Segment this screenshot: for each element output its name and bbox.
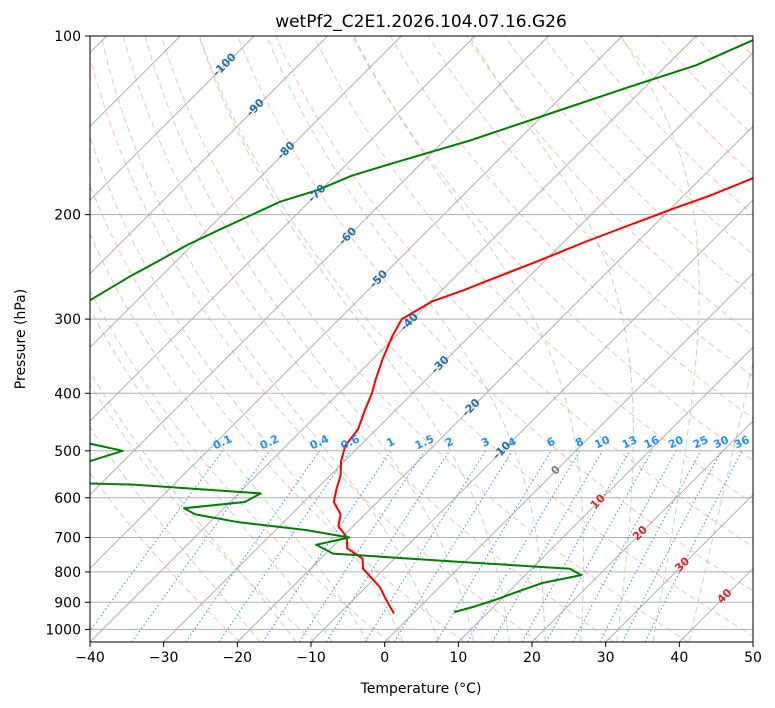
- y-tick-label: 300: [54, 312, 81, 328]
- mixing-ratio-line: [545, 450, 653, 642]
- isotherm-line: [90, 36, 697, 642]
- moist-adiabat: [198, 36, 510, 642]
- dry-adiabat: [427, 36, 753, 378]
- isotherm-line: [384, 273, 753, 642]
- y-tick-label: 700: [54, 531, 81, 547]
- dry-adiabat: [351, 36, 753, 462]
- mixing-ratio-line: [262, 450, 392, 642]
- chart-title: wetPf2_C2E1.2026.104.07.16.G26: [275, 12, 567, 32]
- mixing-ratio-line: [572, 450, 677, 642]
- dry-adiabat: [237, 36, 753, 592]
- dry-adiabat: [160, 36, 689, 642]
- y-tick-label: 100: [54, 29, 81, 45]
- mixing-ratio-line: [131, 450, 271, 642]
- axes-layer: −40 −30 −20 −10 0 10 20 30 40 50 100 200 300 400 500 60…: [45, 29, 762, 666]
- dry-adiabat: [275, 36, 753, 548]
- dry-adiabat: [389, 36, 753, 419]
- isotherm-line: [90, 36, 255, 201]
- mixing-ratio-label: 16: [642, 433, 662, 451]
- isotherm-line: [90, 36, 328, 275]
- moist-adiabat: [266, 36, 546, 642]
- moist-adiabat: [620, 36, 700, 642]
- dry-adiabat: [122, 36, 614, 642]
- moist-adiabat: [144, 36, 475, 642]
- mixing-ratio-line: [185, 450, 321, 642]
- moist-adiabat: [90, 135, 404, 642]
- x-tick-label: −30: [149, 650, 179, 666]
- mixing-ratio-line: [325, 450, 451, 642]
- dry-adiabat: [199, 36, 753, 637]
- isotherm-line: [163, 52, 753, 642]
- y-tick-label: 400: [54, 386, 81, 402]
- data-layer: [90, 39, 753, 615]
- mixing-ratio-line: [644, 450, 743, 642]
- mixing-ratio-label: 13: [620, 433, 639, 451]
- moist-adiabat: [90, 426, 261, 642]
- y-tick-label: 200: [54, 208, 81, 224]
- mixing-ratio-label: 10: [593, 433, 613, 451]
- y-tick-label: 800: [54, 565, 81, 581]
- dry-adiabat: [90, 289, 390, 642]
- y-tick-label: 600: [54, 491, 81, 507]
- isotherm-line: [237, 125, 753, 642]
- x-tick-label: 20: [523, 650, 541, 666]
- x-tick-label: 50: [744, 650, 762, 666]
- dry-adiabat: [90, 54, 540, 642]
- moist-adiabat: [90, 307, 333, 642]
- mixing-ratio-line: [90, 450, 224, 632]
- x-tick-label: 40: [670, 650, 688, 666]
- mixing-ratio-line: [521, 450, 631, 642]
- moist-adiabat: [688, 359, 753, 642]
- isotherm-line: [605, 494, 753, 642]
- mixing-ratio-label: 25: [691, 433, 710, 451]
- dry-adiabat: [504, 36, 753, 296]
- mixing-ratio-line: [435, 450, 552, 642]
- y-tick-label: 900: [54, 595, 81, 611]
- moist-adiabat: [90, 232, 369, 642]
- dewpoint-profile-line: [90, 39, 753, 614]
- isotherm-line: [310, 199, 753, 642]
- x-tick-label: 0: [380, 650, 389, 666]
- mixing-ratio-label: 20: [666, 433, 686, 451]
- dry-adiabat: [90, 383, 316, 642]
- dry-adiabat: [618, 36, 753, 176]
- isotherm-line: [90, 36, 623, 569]
- x-tick-label: 10: [449, 650, 467, 666]
- plot-frame: [89, 35, 754, 643]
- x-tick-label: 30: [597, 650, 615, 666]
- dry-adiabat: [90, 184, 465, 642]
- isotherm-line: [458, 346, 753, 642]
- isotherm-line: [90, 36, 476, 422]
- isotherm-line: [90, 36, 549, 496]
- moist-adiabat: [100, 36, 439, 642]
- isotherm-line: [531, 420, 753, 642]
- moist-adiabat: [468, 36, 634, 642]
- temperature-profile-line: [332, 177, 753, 615]
- x-axis-title: Temperature (°C): [360, 681, 482, 697]
- mixing-ratio-line: [218, 450, 351, 642]
- mixing-ratio-label: 36: [732, 433, 752, 451]
- y-tick-label: 500: [54, 444, 81, 460]
- x-tick-label: −20: [223, 650, 253, 666]
- mixing-ratio-line: [599, 450, 702, 642]
- x-tick-label: −10: [296, 650, 326, 666]
- y-tick-label: 1000: [45, 622, 81, 638]
- mixing-ratio-line: [364, 450, 487, 642]
- mixing-ratio-line: [298, 450, 426, 642]
- mixing-ratio-label: 30: [711, 433, 731, 451]
- isotherm-line: [90, 36, 402, 348]
- x-tick-label: −40: [75, 650, 105, 666]
- moist-adiabat: [353, 36, 584, 642]
- y-axis-title: Pressure (hPa): [13, 289, 29, 389]
- dry-adiabat: [313, 36, 753, 504]
